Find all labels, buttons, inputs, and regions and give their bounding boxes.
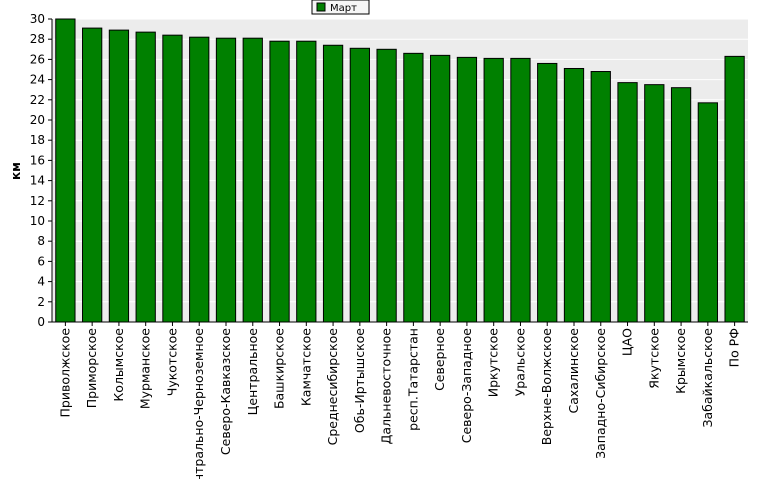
x-tick-label: Забайкальское bbox=[700, 328, 715, 428]
x-tick-labels: Приволжское Приморское Колымское Мурманское… bbox=[57, 322, 742, 479]
y-tick-label: 14 bbox=[30, 174, 45, 188]
bar bbox=[724, 55, 745, 323]
bar bbox=[162, 34, 183, 323]
bar bbox=[590, 71, 611, 323]
bars bbox=[55, 18, 745, 323]
x-tick-label: Сахалинское bbox=[566, 328, 581, 414]
x-tick-label: Приволжское bbox=[57, 328, 72, 418]
y-tick-label: 18 bbox=[30, 133, 45, 147]
bar bbox=[376, 48, 397, 323]
bar bbox=[296, 40, 317, 323]
x-tick-label: Чукотское bbox=[164, 328, 179, 397]
x-tick-label: ЦАО bbox=[620, 328, 635, 356]
x-tick-label: Северо-Западное bbox=[459, 328, 474, 444]
bar bbox=[697, 102, 718, 323]
x-tick-label: Обь-Иртышское bbox=[352, 328, 367, 433]
bar bbox=[108, 29, 130, 323]
x-tick-label: Приморское bbox=[84, 328, 99, 409]
bar bbox=[55, 18, 76, 323]
x-tick-label: Центральное bbox=[245, 328, 260, 416]
bar bbox=[215, 37, 237, 323]
bar bbox=[269, 40, 290, 323]
x-tick-label: Якутское bbox=[646, 328, 661, 389]
x-tick-label: Камчатское bbox=[298, 328, 313, 406]
plot-area bbox=[52, 19, 748, 322]
y-tick-label: 2 bbox=[37, 295, 45, 309]
bar bbox=[510, 57, 531, 323]
x-tick-label: Башкирское bbox=[272, 328, 287, 409]
x-tick-label: Дальневосточное bbox=[379, 328, 394, 445]
bar bbox=[322, 44, 344, 323]
bar bbox=[403, 52, 424, 323]
bar bbox=[82, 27, 103, 323]
y-tick-label: 4 bbox=[37, 275, 45, 289]
y-tick-label: 22 bbox=[30, 93, 45, 107]
x-tick-label: Западно-Сибирское bbox=[593, 328, 608, 459]
y-tick-label: 26 bbox=[30, 52, 45, 66]
y-tick-label: 10 bbox=[30, 214, 45, 228]
x-tick-label: Среднесибирское bbox=[325, 328, 340, 446]
x-tick-label: Уральское bbox=[512, 328, 527, 397]
x-tick-label: По РФ bbox=[727, 328, 742, 368]
bar bbox=[189, 36, 210, 323]
bar bbox=[644, 84, 665, 323]
y-tick-label: 24 bbox=[30, 73, 45, 87]
y-tick-label: 0 bbox=[37, 315, 45, 329]
bar bbox=[537, 62, 558, 323]
bar bbox=[135, 31, 156, 323]
y-tick-label: 16 bbox=[30, 153, 45, 167]
bar bbox=[349, 47, 370, 323]
x-tick-label: Колымское bbox=[111, 328, 126, 402]
x-tick-label: Северное bbox=[432, 328, 447, 391]
legend: Март bbox=[311, 0, 370, 15]
x-tick-label: Верхне-Волжское bbox=[539, 328, 554, 446]
bar bbox=[483, 57, 504, 323]
bar bbox=[617, 82, 638, 323]
y-tick-label: 12 bbox=[30, 194, 45, 208]
y-axis-label: км bbox=[9, 162, 23, 180]
bar bbox=[242, 37, 263, 323]
bar bbox=[670, 87, 692, 323]
x-tick-label: Центрально-Черноземное bbox=[191, 328, 206, 479]
y-tick-label: 30 bbox=[30, 12, 45, 26]
bar bbox=[430, 54, 451, 323]
x-tick-label: Мурманское bbox=[138, 328, 153, 409]
y-tick-label: 6 bbox=[37, 254, 45, 268]
y-tick-label: 28 bbox=[30, 32, 45, 46]
x-tick-label: Северо-Кавказское bbox=[218, 328, 233, 455]
x-tick-label: респ.Татарстан bbox=[405, 328, 420, 431]
x-tick-label: Иркутское bbox=[486, 328, 501, 398]
legend-box bbox=[311, 0, 370, 15]
legend-swatch bbox=[316, 2, 326, 12]
legend-label: Март bbox=[330, 3, 357, 14]
y-tick-label: 20 bbox=[30, 113, 45, 127]
bar bbox=[563, 67, 585, 323]
x-tick-label: Крымское bbox=[673, 328, 688, 394]
y-tick-label: 8 bbox=[37, 234, 45, 248]
bar bbox=[456, 56, 478, 323]
